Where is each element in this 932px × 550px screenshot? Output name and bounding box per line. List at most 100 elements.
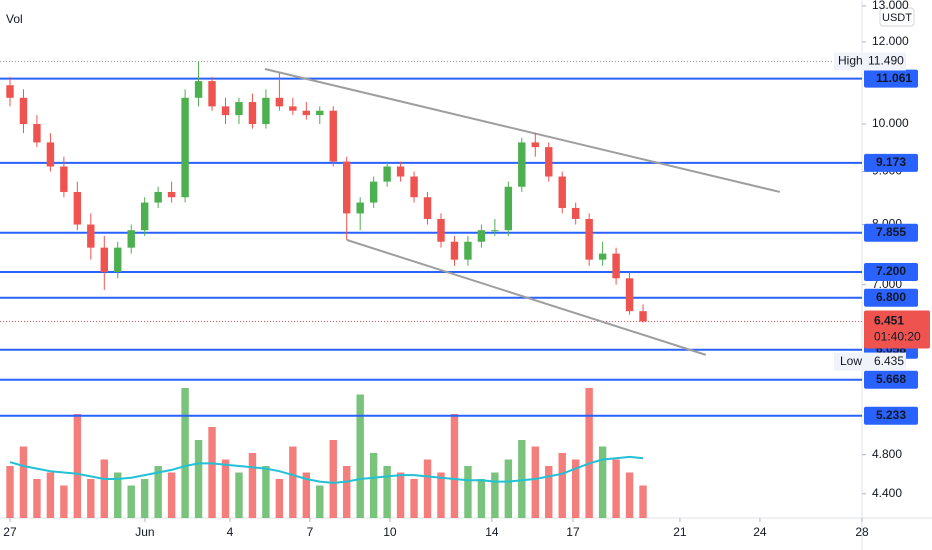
volume-bar	[221, 459, 230, 518]
volume-bar	[477, 479, 486, 518]
level-label-box	[864, 223, 918, 242]
currency-badge[interactable]	[879, 7, 915, 27]
volume-bar	[167, 472, 176, 518]
candle-body	[518, 142, 526, 187]
candle-body	[33, 124, 41, 143]
level-label-box	[864, 69, 918, 88]
volume-bar	[154, 466, 162, 518]
candle-body	[154, 191, 162, 203]
candle-body	[19, 97, 28, 125]
volume-bar	[46, 472, 55, 518]
candle-body	[410, 176, 418, 198]
candle-body	[491, 230, 499, 232]
volume-label: Vol	[6, 12, 23, 26]
candle-body	[585, 218, 593, 260]
low-label-box	[834, 352, 906, 371]
level-label: 5.233	[876, 408, 906, 422]
volume-bar	[194, 440, 203, 518]
level-label-box	[864, 370, 918, 389]
level-label: 6.800	[876, 290, 906, 304]
candle-body	[235, 102, 243, 116]
level-label: 7.855	[876, 225, 906, 239]
low-value: 6.435	[874, 354, 904, 368]
candle-body	[73, 191, 82, 225]
volume-bar	[302, 472, 311, 518]
volume-bar	[531, 446, 539, 518]
x-tick-label: 27	[3, 525, 17, 539]
volume-bar	[396, 472, 405, 518]
candle-body	[464, 241, 472, 260]
volume-bar	[464, 466, 472, 518]
level-label-box	[864, 153, 918, 172]
candle-body	[289, 106, 297, 111]
candle-body	[545, 147, 553, 177]
candle-body	[450, 241, 459, 260]
candle-body	[248, 102, 257, 125]
volume-bar	[87, 479, 95, 518]
level-label-box	[864, 406, 918, 425]
candle-body	[396, 166, 405, 177]
x-tick-label: 7	[307, 525, 314, 539]
trend-line	[346, 239, 707, 356]
volume-bar	[410, 479, 418, 518]
level-label: 11.061	[876, 71, 912, 85]
y-tick-label: 4.400	[872, 486, 902, 500]
volume-bar	[450, 414, 459, 518]
volume-bar	[262, 466, 270, 518]
candle-body	[262, 97, 270, 125]
candle-body	[221, 106, 230, 116]
volume-bar	[356, 394, 364, 518]
candle-body	[114, 247, 122, 272]
volume-bar	[558, 453, 566, 518]
volume-bar	[114, 472, 122, 518]
x-tick-label: 4	[227, 525, 234, 539]
x-tick-label: 14	[485, 525, 499, 539]
volume-bar	[369, 453, 378, 518]
candle-body	[316, 110, 324, 116]
volume-bar	[6, 466, 14, 518]
candle-body	[598, 253, 607, 260]
level-label: 9.173	[876, 155, 906, 169]
low-label: Low	[840, 354, 862, 368]
volume-bar	[208, 427, 216, 518]
volume-bar	[329, 440, 337, 518]
volume-bar	[612, 459, 620, 518]
volume-bar	[639, 485, 647, 518]
candle-body	[356, 202, 364, 214]
volume-bar	[383, 466, 391, 518]
volume-bar	[127, 485, 135, 518]
x-tick-label: 10	[383, 525, 397, 539]
volume-bar	[571, 459, 580, 518]
candle-body	[140, 202, 149, 231]
volume-bar	[19, 446, 28, 518]
volume-bar	[545, 466, 553, 518]
y-tick-label: 10.000	[872, 116, 909, 130]
volume-bar	[100, 459, 108, 518]
high-value: 11.490	[868, 54, 904, 68]
volume-bar	[275, 479, 284, 518]
candle-body	[6, 85, 14, 98]
candle-body	[437, 218, 445, 242]
currency: USDT	[882, 12, 912, 24]
candle-body	[369, 181, 378, 203]
candle-body	[612, 253, 620, 279]
x-tick-label: Jun	[135, 525, 154, 539]
candle-body	[87, 224, 95, 248]
last-price-box	[864, 310, 930, 349]
candle-body	[302, 110, 311, 116]
volume-bar	[518, 440, 526, 518]
candle-body	[46, 142, 55, 167]
volume-bar	[248, 453, 257, 518]
level-label: 7.200	[876, 264, 906, 278]
x-tick-label: 17	[566, 525, 580, 539]
candle-body	[181, 97, 189, 198]
volume-bar	[625, 472, 634, 518]
volume-bar	[585, 388, 593, 518]
y-tick-label: 12.000	[872, 34, 909, 48]
x-tick-label: 24	[753, 525, 767, 539]
volume-bar	[423, 459, 432, 518]
volume-bar	[598, 446, 607, 518]
candle-body	[60, 166, 68, 192]
candle-body	[423, 197, 432, 219]
